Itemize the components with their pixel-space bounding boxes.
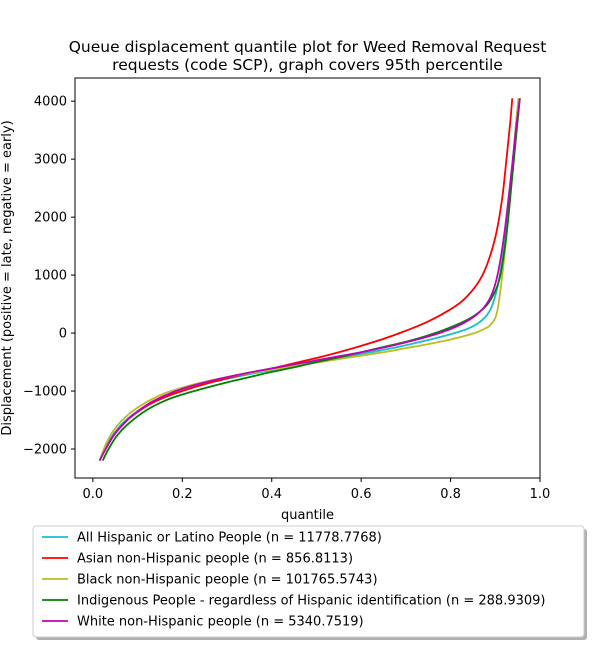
y-tick-label: 0	[59, 327, 67, 342]
y-tick-label: −2000	[23, 443, 67, 458]
x-tick-label: 0.6	[351, 487, 372, 502]
plot-frame	[74, 77, 541, 479]
x-tick-label: 0.0	[83, 487, 104, 502]
legend-box	[32, 525, 585, 638]
x-tick-label: 0.2	[172, 487, 193, 502]
chart-title-line: requests (code SCP), graph covers 95th p…	[112, 56, 503, 74]
y-tick-label: −1000	[23, 385, 67, 400]
series-line-3	[101, 98, 521, 462]
chart-title: Queue displacement quantile plot for Wee…	[69, 38, 547, 74]
legend-label: White non-Hispanic people (n = 5340.7519…	[77, 615, 364, 630]
y-tick-label: 1000	[34, 269, 67, 284]
plot-area	[75, 78, 540, 478]
x-axis-label: quantile	[281, 508, 334, 523]
y-tick-label: 2000	[34, 211, 67, 226]
legend-label: Black non-Hispanic people (n = 101765.57…	[77, 573, 378, 588]
y-axis: −2000 −1000 0 1000 2000 3000 4000	[23, 95, 75, 458]
y-axis-label: Displacement (positive = late, negative …	[0, 120, 15, 435]
chart-title-line: Queue displacement quantile plot for Wee…	[69, 38, 547, 56]
series-line-2	[98, 98, 520, 461]
legend-label: Asian non-Hispanic people (n = 856.8113)	[77, 552, 353, 567]
legend-label: All Hispanic or Latino People (n = 11778…	[77, 531, 382, 546]
x-tick-label: 0.8	[440, 487, 461, 502]
series-line-1	[98, 98, 514, 462]
x-tick-label: 0.4	[261, 487, 282, 502]
x-tick-label: 1.0	[530, 487, 551, 502]
legend-label: Indigenous People - regardless of Hispan…	[77, 594, 546, 609]
y-tick-label: 4000	[34, 95, 67, 110]
y-tick-label: 3000	[34, 153, 67, 168]
series-line-4	[98, 98, 521, 462]
legend: All Hispanic or Latino People (n = 11778…	[32, 525, 587, 640]
series-lines	[98, 98, 521, 462]
x-axis: 0.0 0.2 0.4 0.6 0.8 1.0	[83, 478, 551, 502]
